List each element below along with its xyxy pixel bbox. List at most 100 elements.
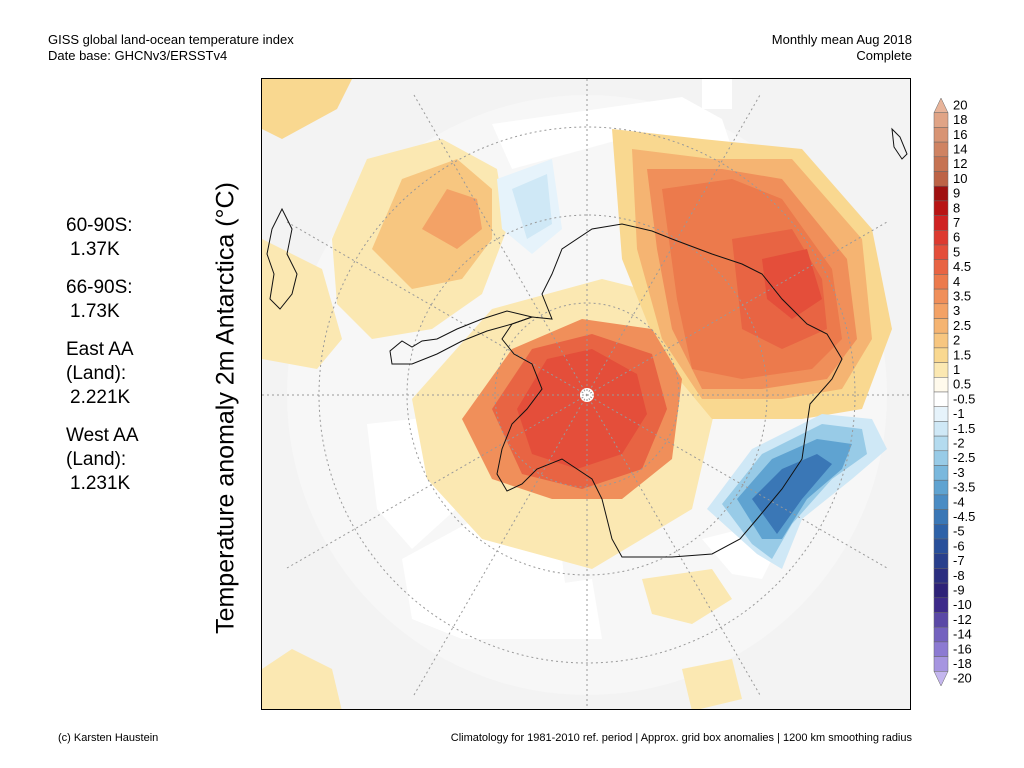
antarctic-peninsula-coastline [389,310,534,365]
stat-label: 66-90S: [66,277,133,298]
colorbar-tick-label: 6 [953,230,960,245]
colorbar-tick-label: 20 [953,97,967,112]
colorbar-swatch [933,524,949,540]
colorbar-tick-label: -1 [953,406,965,421]
colorbar-swatch [933,215,949,231]
colorbar-swatch [933,200,949,216]
colorbar-swatch [933,538,949,554]
colorbar-tick-label: 3 [953,303,960,318]
colorbar-swatch [933,553,949,569]
colorbar-tick-label: 0.5 [953,377,971,392]
colorbar-swatch [933,274,949,290]
colorbar-swatch [933,97,949,113]
colorbar-swatch [933,391,949,407]
colorbar-swatch [933,421,949,437]
credit-text: (c) Karsten Haustein [58,732,159,744]
colorbar-swatch [933,568,949,584]
regional-stats: 60-90S: 1.37K 66-90S: 1.73K East AA (Lan… [66,214,139,510]
stat-value: 1.231K [70,473,131,494]
graticule [262,79,910,709]
antarctica-coastline [496,223,843,558]
colorbar-labels: 201816141210987654.543.532.521.510.5-0.5… [953,97,975,685]
colorbar-swatch [933,112,949,128]
colorbar-swatch [933,479,949,496]
colorbar-swatch [933,156,949,172]
colorbar-tick-label: 1.5 [953,347,971,362]
colorbar-swatch [933,141,949,158]
header-left: GISS global land-ocean temperature index… [48,32,294,64]
colorbar-swatch [933,656,949,672]
colorbar-swatch [933,465,949,481]
y-axis-label: Temperature anomaly 2m Antarctica (°C) [211,182,240,634]
colorbar-swatch [933,288,949,305]
colorbar-swatch [933,597,949,613]
colorbar-swatch [933,626,949,643]
colorbar-tick-label: -14 [953,627,972,642]
colorbar-tick-label: -7 [953,553,965,568]
colorbar-tick-label: -6 [953,538,965,553]
colorbar-swatch [933,127,949,143]
stat-west-aa: West AA (Land): 1.231K [66,424,139,496]
colorbar-tick-label: 7 [953,215,960,230]
colorbar-swatch [933,230,949,246]
colorbar-swatch [933,612,949,628]
colorbar-tick-label: 2 [953,333,960,348]
colorbar-swatch [933,171,949,187]
colorbar-swatch [933,377,949,393]
anomaly-map [261,78,911,710]
colorbar-tick-label: -16 [953,641,972,656]
database-label: Date base: GHCNv3/ERSSTv4 [48,48,228,63]
stat-label-2: (Land): [66,363,127,384]
colorbar-swatch [933,494,949,510]
stat-label: West AA [66,425,139,446]
stat-label-2: (Land): [66,449,127,470]
colorbar-tick-label: -20 [953,671,972,686]
colorbar-tick-label: -12 [953,612,972,627]
colorbar-tick-label: 4.5 [953,259,971,274]
colorbar-swatch [933,582,949,599]
colorbar-tick-label: 12 [953,156,967,171]
colorbar-tick-label: 4 [953,274,960,289]
colorbar-tick-label: 10 [953,171,967,186]
colorbar-swatch [933,347,949,363]
stat-value: 1.73K [70,301,120,322]
colorbar-tick-label: -3.5 [953,480,975,495]
colorbar-tick-label: 8 [953,200,960,215]
colorbar-tick-label: -1.5 [953,421,975,436]
header-right: Monthly mean Aug 2018 Complete [772,32,912,64]
warm-anomaly-fields [262,79,892,709]
colorbar-swatch [933,244,949,260]
colorbar-tick-label: 16 [953,127,967,142]
colorbar-tick-label: -3 [953,465,965,480]
stat-60-90s: 60-90S: 1.37K [66,214,139,262]
colorbar-tick-label: 18 [953,112,967,127]
colorbar-tick-label: 3.5 [953,288,971,303]
colorbar-swatch [933,641,949,657]
status-label: Complete [856,48,912,63]
stat-east-aa: East AA (Land): 2.221K [66,338,139,410]
south-america-coastline [266,207,298,310]
stat-label: East AA [66,339,134,360]
footnote-text: Climatology for 1981-2010 ref. period | … [450,732,912,744]
colorbar-tick-label: 1 [953,362,960,377]
colorbar-swatch [933,671,949,687]
polar-map-svg [262,79,910,709]
colorbar-tick-label: 2.5 [953,318,971,333]
colorbar: 201816141210987654.543.532.521.510.5-0.5… [933,97,975,687]
period-label: Monthly mean Aug 2018 [771,32,912,47]
colorbar-swatch [933,435,949,452]
colorbar-swatch [933,406,949,422]
colorbar-tick-label: -4 [953,494,965,509]
stat-value: 1.37K [70,239,120,260]
colorbar-tick-label: 14 [953,141,967,156]
colorbar-swatch [933,450,949,466]
colorbar-tick-label: -0.5 [953,391,975,406]
colorbar-swatch [933,259,949,275]
colorbar-tick-label: 5 [953,244,960,259]
colorbar-swatch [933,185,949,202]
colorbar-swatch [933,362,949,378]
colorbar-tick-label: -9 [953,582,965,597]
colorbar-tick-label: -18 [953,656,972,671]
colorbar-swatch [933,332,949,349]
colorbar-tick-label: -10 [953,597,972,612]
